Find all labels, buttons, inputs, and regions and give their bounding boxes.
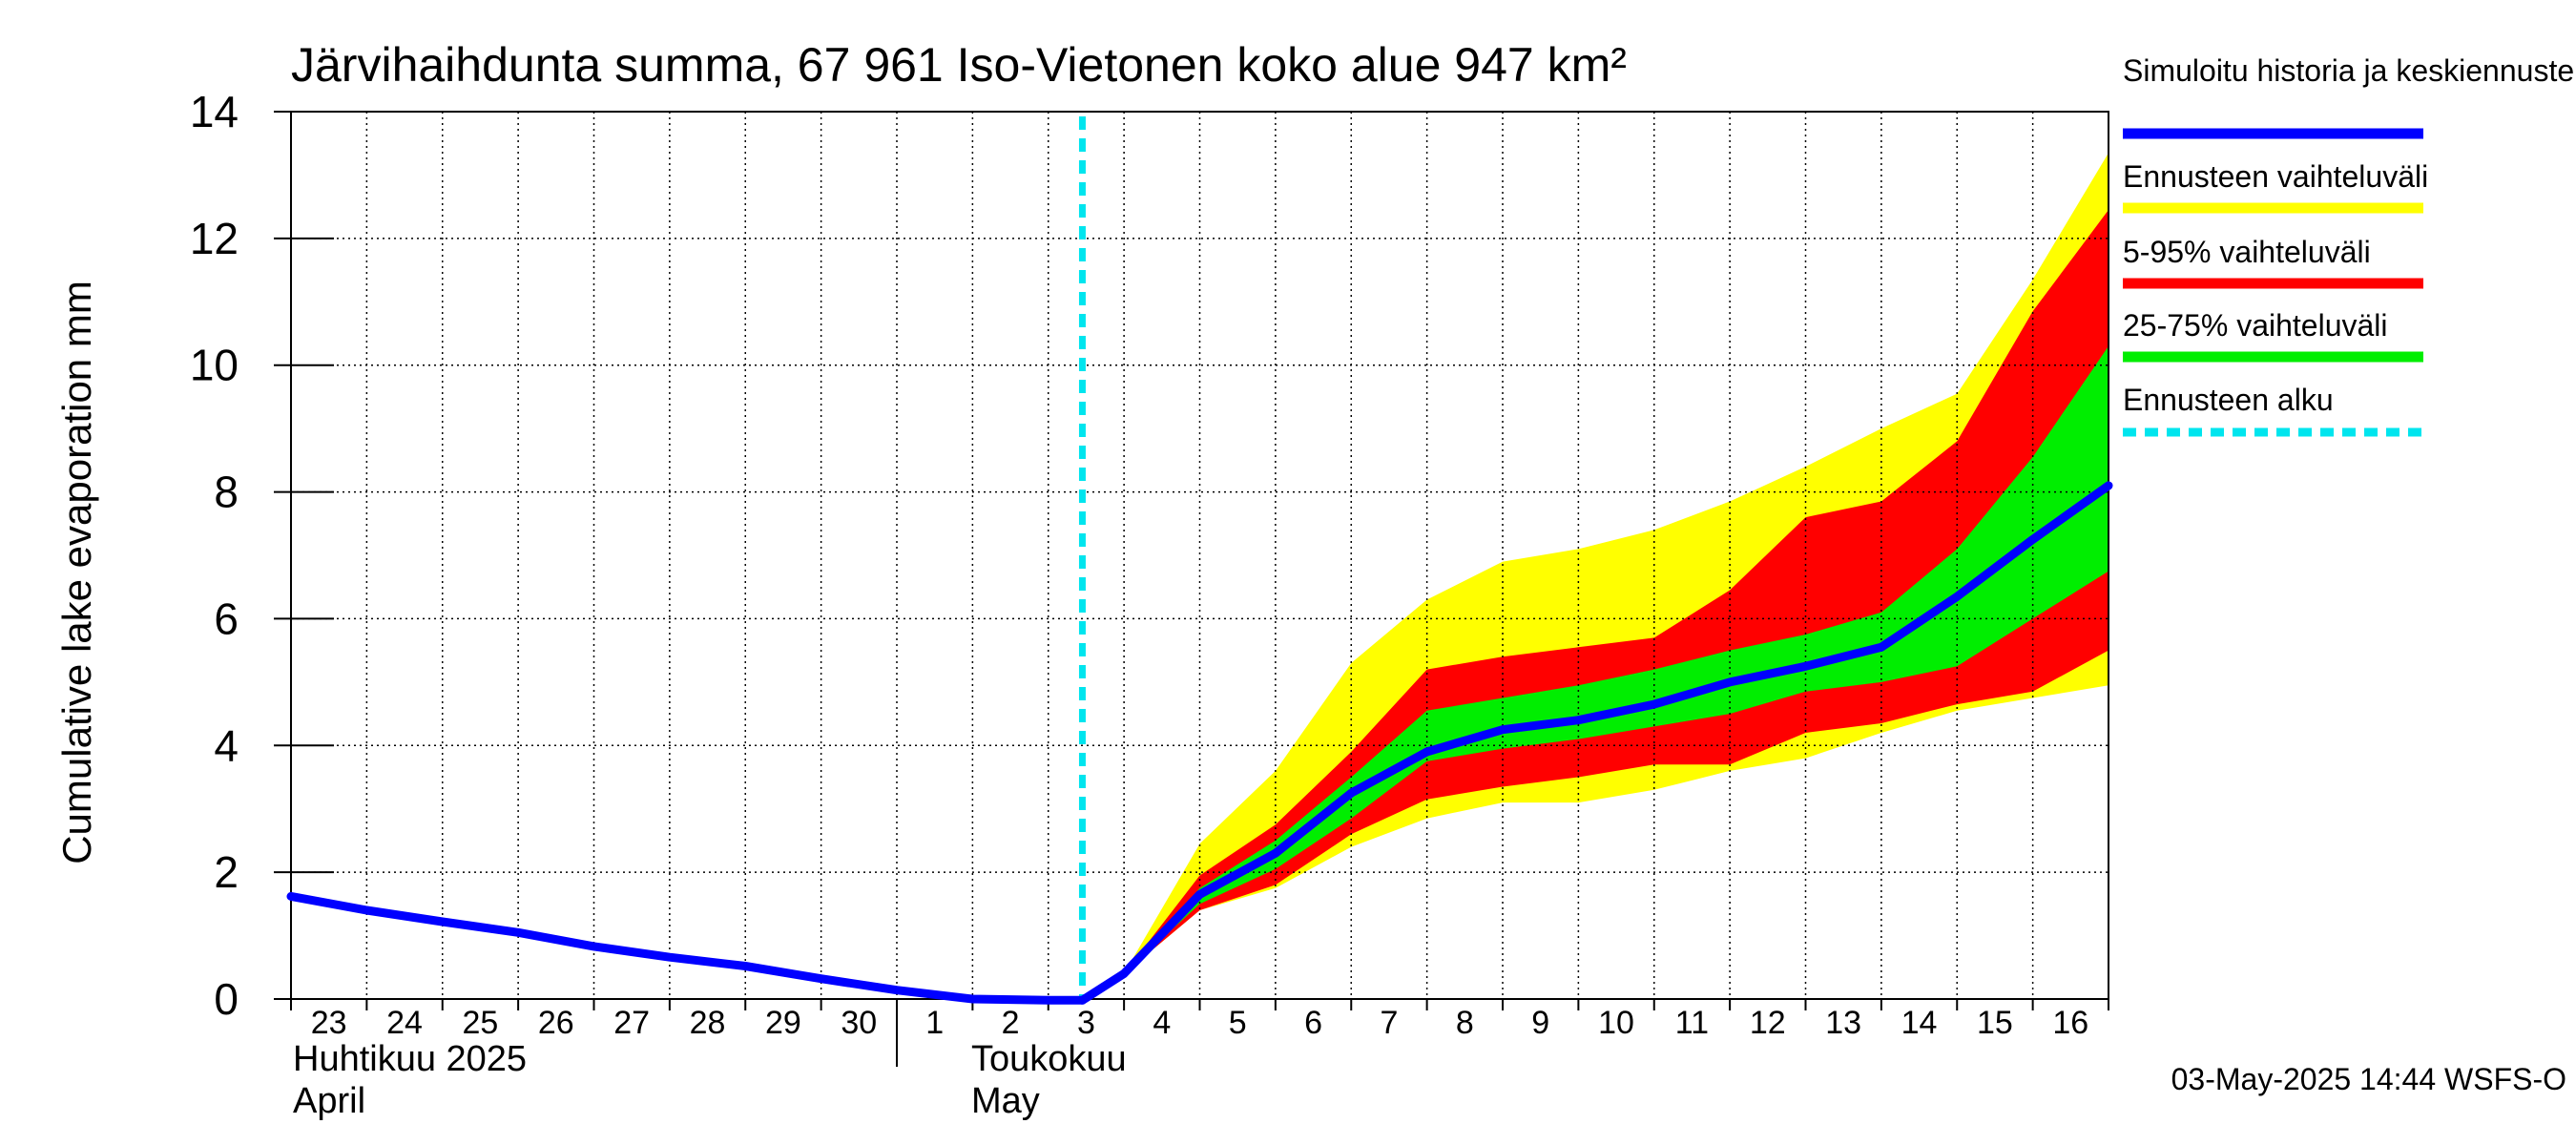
month-april-fi: Huhtikuu 2025 (293, 1039, 527, 1079)
x-tick-label: 15 (1977, 1005, 2013, 1041)
x-tick-label: 8 (1456, 1005, 1474, 1041)
x-tick-label: 6 (1304, 1005, 1322, 1041)
x-tick-label: 16 (2052, 1005, 2088, 1041)
x-tick-label: 24 (386, 1005, 423, 1041)
x-tick-label: 23 (311, 1005, 347, 1041)
x-tick-label: 11 (1675, 1005, 1709, 1041)
x-ticks: 23 24 25 26 27 28 29 30 1 2 3 4 5 6 7 8 9 10 11 12 13 14 15 16 (290, 999, 2109, 1041)
y-tick-label: 0 (214, 974, 239, 1024)
x-tick-label: 7 (1380, 1005, 1398, 1041)
history-median-line (286, 891, 1087, 1005)
y-axis-label: Cumulative lake evaporation mm (54, 281, 99, 864)
x-tick-label: 29 (765, 1005, 801, 1041)
x-tick-label: 25 (463, 1005, 499, 1041)
y-tick-label: 14 (190, 87, 239, 136)
chart-title: Järvihaihdunta summa, 67 961 Iso-Vietone… (291, 38, 1627, 92)
y-tick-label: 6 (214, 593, 239, 643)
legend-label-simuloitu: Simuloitu historia ja keskiennuste (2123, 53, 2574, 88)
forecast-median-line (1078, 481, 2113, 1005)
y-tick-label: 4 (214, 720, 239, 770)
p25-75-band (1082, 345, 2109, 1001)
x-tick-label: 10 (1598, 1005, 1634, 1041)
x-tick-label: 1 (925, 1005, 944, 1041)
month-may-fi: Toukokuu (971, 1039, 1127, 1079)
legend-label-5-95: 5-95% vaihteluväli (2123, 235, 2371, 269)
x-tick-label: 13 (1825, 1005, 1861, 1041)
timestamp: 03-May-2025 14:44 WSFS-O (2171, 1062, 2566, 1096)
y-ticks: 0 2 4 6 8 10 12 14 (190, 87, 334, 1024)
x-tick-label: 3 (1077, 1005, 1095, 1041)
x-tick-label: 27 (613, 1005, 650, 1041)
x-tick-label: 5 (1229, 1005, 1247, 1041)
y-tick-label: 12 (190, 214, 239, 263)
x-tick-label: 26 (538, 1005, 574, 1041)
x-tick-label: 2 (1002, 1005, 1020, 1041)
y-tick-label: 10 (190, 341, 239, 390)
y-tick-label: 8 (214, 468, 239, 517)
month-april-en: April (293, 1081, 365, 1121)
x-tick-label: 9 (1531, 1005, 1549, 1041)
legend: Simuloitu historia ja keskiennuste Ennus… (2123, 53, 2574, 437)
x-tick-label: 30 (841, 1005, 877, 1041)
x-tick-label: 14 (1901, 1005, 1938, 1041)
y-tick-label: 2 (214, 847, 239, 897)
legend-label-ennusteen-alku: Ennusteen alku (2123, 383, 2334, 417)
x-tick-label: 28 (690, 1005, 726, 1041)
x-tick-label: 4 (1153, 1005, 1171, 1041)
legend-label-25-75: 25-75% vaihteluväli (2123, 308, 2388, 343)
legend-label-ennusteen-vaihteluvali: Ennusteen vaihteluväli (2123, 159, 2428, 194)
x-tick-label: 12 (1750, 1005, 1786, 1041)
month-may-en: May (971, 1081, 1040, 1121)
